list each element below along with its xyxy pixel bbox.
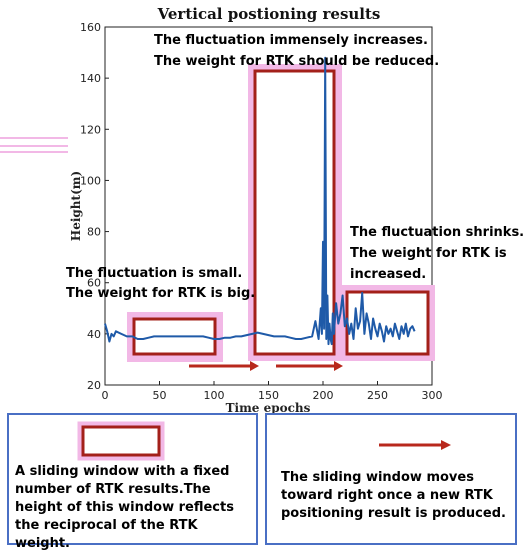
annotation-left-line2: The weight for RTK is big. — [66, 286, 255, 301]
chart-title: Vertical postioning results — [157, 5, 381, 23]
annotation-top-line1: The fluctuation immensely increases. — [154, 33, 428, 48]
legend-window-sample — [77, 421, 165, 461]
x-axis-label: Time epochs — [226, 401, 311, 415]
x-tick-label: 50 — [153, 389, 167, 402]
annotation-right-line1: The fluctuation shrinks. — [350, 225, 524, 240]
y-tick-label: 100 — [80, 174, 101, 187]
y-tick-label: 140 — [80, 72, 101, 85]
plot-area — [104, 26, 433, 386]
legend-box-arrow: The sliding window moves toward right on… — [265, 413, 517, 545]
annotation-top-line2: The weight for RTK should be reduced. — [154, 54, 439, 69]
window-large-fluctuation — [248, 64, 342, 361]
arrow-move-right-1 — [189, 361, 259, 371]
legend-arrow-text: The sliding window moves toward right on… — [281, 470, 506, 521]
legend-box-window: A sliding window with a fixed number of … — [7, 413, 258, 551]
left-edge-marks — [0, 137, 68, 153]
legend-window-text: A sliding window with a fixed number of … — [15, 464, 234, 551]
y-tick-label: 20 — [87, 379, 101, 392]
x-tick-label: 250 — [367, 389, 388, 402]
y-tick-label: 80 — [87, 226, 101, 239]
series-line — [104, 56, 416, 346]
y-axis-label: Height(m) — [69, 171, 83, 241]
x-tick-label: 0 — [102, 389, 109, 402]
annotation-left-line1: The fluctuation is small. — [66, 266, 242, 281]
annotation-right-line3: increased. — [350, 267, 426, 282]
x-tick-label: 300 — [422, 389, 443, 402]
y-tick-label: 60 — [87, 277, 101, 290]
legend-arrow-sample — [379, 440, 451, 450]
axis-ticks: 0 50 100 150 200 250 300 20 40 60 80 100 120 140 160 — [80, 21, 443, 402]
y-tick-label: 160 — [80, 21, 101, 34]
arrow-move-right-2 — [276, 361, 343, 371]
annotation-right-line2: The weight for RTK is — [350, 246, 507, 261]
y-tick-label: 120 — [80, 123, 101, 136]
x-tick-label: 100 — [204, 389, 225, 402]
y-tick-label: 40 — [87, 328, 101, 341]
x-tick-label: 150 — [258, 389, 279, 402]
x-tick-label: 200 — [313, 389, 334, 402]
